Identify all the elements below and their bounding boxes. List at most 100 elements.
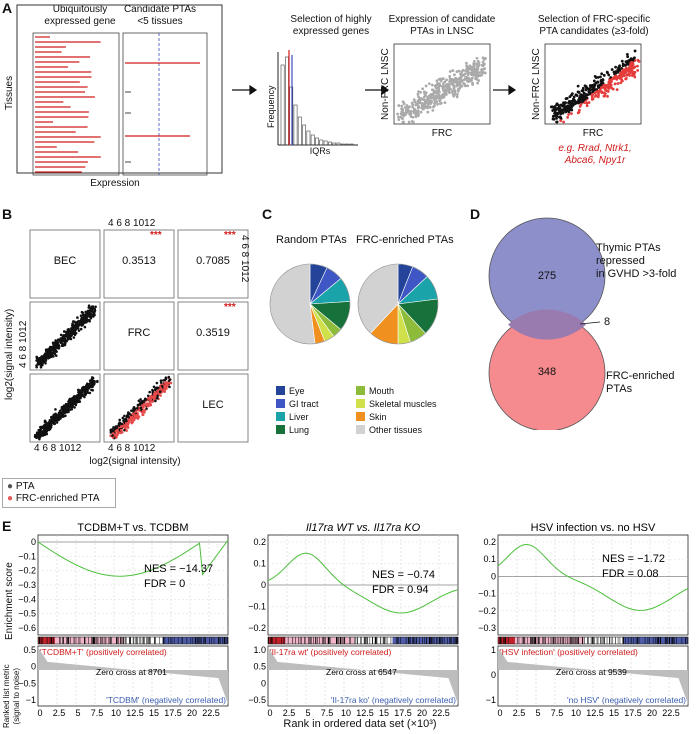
scatter-point: [90, 313, 94, 316]
scatter-point: [474, 62, 478, 66]
scatter-point: [578, 108, 581, 112]
scatter-point: [40, 357, 43, 361]
scatter-point: [472, 73, 475, 77]
rank-color-cell: [280, 637, 284, 644]
es-tick: −0.4: [18, 594, 36, 604]
scatter-point: [86, 312, 90, 315]
scatter-point: [424, 94, 427, 97]
scatter-point: [618, 64, 622, 68]
rank-color-cell: [215, 637, 218, 644]
rank-color-cell: [82, 637, 85, 644]
rank-tick: −1: [26, 695, 36, 705]
scatter-point: [91, 388, 95, 392]
scatter-point: [551, 105, 555, 109]
scatter-point: [402, 114, 406, 118]
scatter-point: [116, 430, 120, 433]
rank-color-cell: [88, 637, 92, 644]
scatter-point: [66, 331, 69, 334]
scatter-point: [159, 379, 163, 383]
rank-color-cell: [344, 637, 347, 644]
scatter-point: [54, 408, 57, 411]
scatter-point: [414, 109, 418, 113]
rank-color-cell: [190, 637, 193, 644]
scatter-point: [451, 80, 454, 84]
legend-dot-red-icon: ●: [7, 493, 14, 504]
scatter-point: [456, 87, 460, 91]
es-curve: [267, 552, 459, 614]
selection2-title: Selection of FRC-specific PTA candidates…: [537, 14, 651, 37]
scatter-point: [79, 327, 83, 331]
scatter-point: [51, 351, 54, 354]
nes-label: NES = −14.37: [144, 563, 213, 575]
scatter-point: [148, 402, 152, 406]
rank-color-cell: [160, 637, 163, 644]
b-legend: ● PTA ● FRC-enriched PTA: [2, 478, 116, 508]
rank-color-cell: [424, 637, 427, 644]
scatter-point: [93, 307, 96, 311]
scatter-point: [68, 397, 72, 401]
scatter-point: [585, 104, 589, 108]
scatter-point: [409, 115, 413, 118]
scatter-point: [565, 104, 569, 108]
scatter-point: [552, 117, 556, 121]
scatter-point: [599, 75, 602, 79]
rank-color-cell: [548, 637, 552, 644]
scatter-point: [478, 71, 482, 74]
rank-color-cell: [401, 637, 404, 644]
rank-color-cell: [584, 637, 587, 644]
scatter-point: [37, 433, 41, 436]
histogram-bar: [315, 137, 319, 146]
scatter-point: [598, 83, 602, 87]
scatter-point: [54, 419, 57, 422]
scatter-point: [416, 92, 420, 96]
rank-color-cell: [430, 637, 433, 644]
rank-color-cell: [268, 637, 271, 644]
scatter-point: [93, 379, 96, 383]
legend-label: Lung: [289, 425, 310, 435]
rank-color-cell: [44, 637, 47, 644]
neg-label: 'TCDBM' (negatively correlated): [106, 695, 226, 705]
rank-color-cell: [386, 637, 389, 644]
scatter-point: [567, 110, 571, 114]
scatter-point: [148, 390, 151, 394]
scatter-point: [68, 399, 72, 403]
scatter-point: [83, 395, 86, 399]
scatter-point: [73, 328, 77, 331]
venn-overlap-count: 8: [604, 316, 611, 328]
scatter-point: [444, 90, 448, 94]
histogram-bar: [310, 134, 315, 146]
scatter-point: [81, 311, 85, 315]
scatter-point: [57, 411, 61, 415]
scatter-point: [575, 94, 579, 97]
scatter-point: [628, 65, 632, 69]
scatter-point: [86, 382, 89, 385]
scatter-point: [138, 403, 142, 406]
rank-color-cell: [54, 637, 58, 644]
ubiquitous-bars: [35, 36, 101, 173]
scatter-point: [67, 328, 70, 332]
scatter-point: [437, 77, 441, 81]
scatter-point: [612, 75, 616, 79]
rank-color-cell: [71, 637, 75, 644]
ubiquitous-title: Ubiquitously expressed gene: [44, 4, 116, 27]
histogram-bar: [302, 124, 307, 146]
fdr-label: FDR = 0.94: [372, 584, 429, 596]
rank-color-cell: [563, 637, 566, 644]
legend-swatch: [276, 399, 285, 408]
scatter-point: [451, 69, 455, 72]
x-tick: 12.5: [586, 708, 604, 718]
candidate-title: Candidate PTAs <5 tissues: [123, 4, 197, 27]
scatter-point: [123, 428, 126, 432]
scatter-point: [45, 430, 48, 434]
venn-bottom-count: 348: [537, 366, 557, 378]
legend-pta-label: PTA: [15, 481, 35, 492]
scatter-point: [109, 431, 113, 434]
x-tick: 5: [305, 708, 310, 718]
rank-color-cell: [650, 637, 653, 644]
scatter-point: [476, 81, 480, 85]
legend-item: Lung: [276, 425, 309, 435]
scatter-point: [397, 115, 400, 119]
scatter-point: [44, 349, 48, 353]
scatter-point: [570, 105, 573, 109]
rank-color-cell: [662, 637, 666, 644]
